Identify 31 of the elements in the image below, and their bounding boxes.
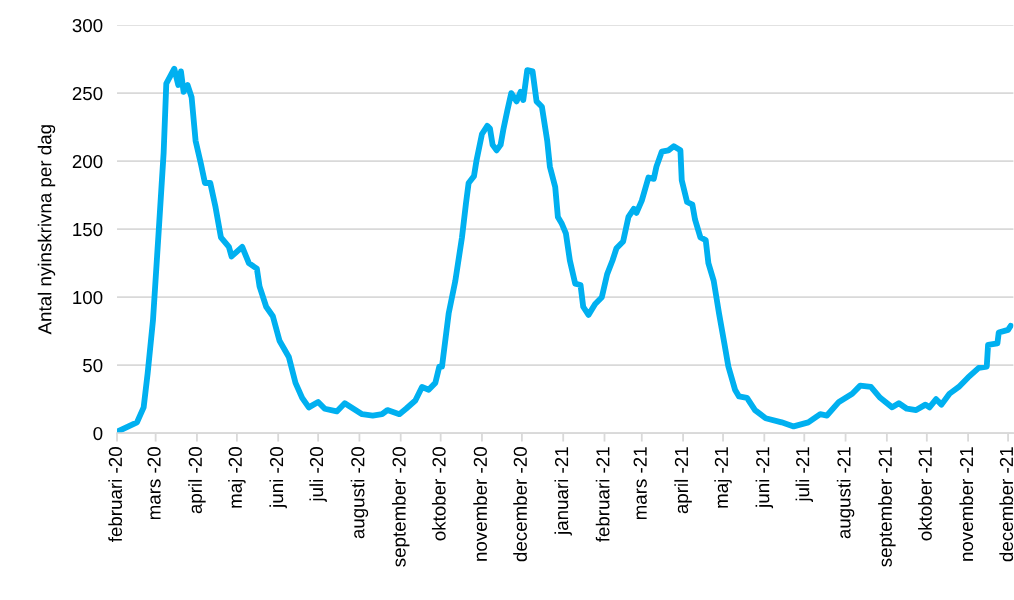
x-tick-label: november -21 xyxy=(959,447,974,561)
x-tick-label: september -21 xyxy=(878,447,896,567)
x-tick-label: oktober -20 xyxy=(431,447,446,541)
x-tick-label: mars -20 xyxy=(147,447,161,520)
x-tick-label: februari -20 xyxy=(108,447,123,542)
x-tick-label: oktober -21 xyxy=(918,447,932,541)
x-tick-label: december -21 xyxy=(999,447,1014,562)
x-tick-label: november -20 xyxy=(473,447,487,561)
y-tick-label: 300 xyxy=(72,18,103,33)
x-tick-label: augusti -20 xyxy=(350,447,369,539)
y-tick-label: 0 xyxy=(93,426,103,441)
x-tick-label: september -20 xyxy=(391,447,410,567)
x-tick-label: augusti -21 xyxy=(836,447,855,539)
x-tick-label: februari -21 xyxy=(595,447,610,542)
y-tick-label: 50 xyxy=(83,358,103,373)
y-axis-title: Antal nyinskrivna per dag xyxy=(37,125,56,335)
x-tick-label: juli -21 xyxy=(795,447,814,503)
y-tick-label: 100 xyxy=(73,290,103,305)
x-tick-label: januari -21 xyxy=(554,447,572,536)
x-tick-label: juni -20 xyxy=(269,447,287,509)
x-tick-label: maj -21 xyxy=(714,447,732,508)
x-tick-label: juli -20 xyxy=(309,447,327,503)
y-tick-label: 150 xyxy=(73,222,103,237)
y-tick-label: 250 xyxy=(72,86,103,101)
x-tick-label: juni -21 xyxy=(755,447,774,509)
x-tick-label: december -20 xyxy=(513,447,527,562)
x-tick-label: april -20 xyxy=(188,447,206,514)
x-tick-label: maj -20 xyxy=(228,447,246,508)
x-tick-label: april -21 xyxy=(674,447,692,514)
x-tick-label: mars -21 xyxy=(633,447,647,520)
y-tick-label: 200 xyxy=(72,154,103,169)
